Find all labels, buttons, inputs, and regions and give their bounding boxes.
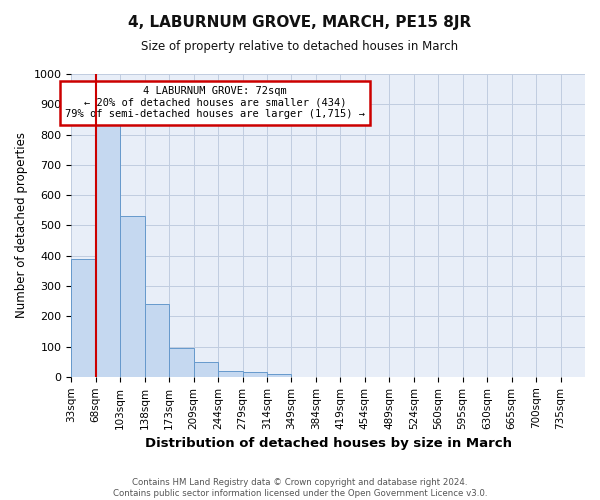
X-axis label: Distribution of detached houses by size in March: Distribution of detached houses by size … <box>145 437 512 450</box>
Bar <box>71 258 96 377</box>
Bar <box>96 124 120 377</box>
Bar <box>145 304 169 377</box>
Text: Contains HM Land Registry data © Crown copyright and database right 2024.
Contai: Contains HM Land Registry data © Crown c… <box>113 478 487 498</box>
Bar <box>120 216 145 377</box>
Y-axis label: Number of detached properties: Number of detached properties <box>15 132 28 318</box>
Bar <box>218 371 242 377</box>
Bar <box>194 362 218 377</box>
Bar <box>267 374 292 377</box>
Bar <box>242 372 267 377</box>
Text: 4, LABURNUM GROVE, MARCH, PE15 8JR: 4, LABURNUM GROVE, MARCH, PE15 8JR <box>128 15 472 30</box>
Text: 4 LABURNUM GROVE: 72sqm
← 20% of detached houses are smaller (434)
79% of semi-d: 4 LABURNUM GROVE: 72sqm ← 20% of detache… <box>65 86 365 120</box>
Text: Size of property relative to detached houses in March: Size of property relative to detached ho… <box>142 40 458 53</box>
Bar <box>169 348 194 377</box>
